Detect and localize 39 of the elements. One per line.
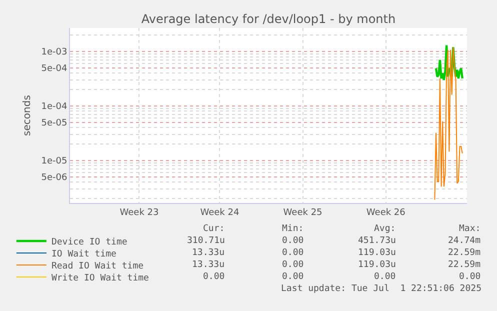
text: Cur: [203,224,225,234]
text: 0.00 [374,272,396,282]
y-tick-label: 5e-06 [41,172,68,183]
legend-label: Write IO Wait time [51,274,149,284]
y-tick-label: 5e-05 [41,118,68,128]
text: 24.74m [448,236,481,246]
text: 451.73u [358,236,396,246]
text: Min: [282,224,304,234]
y-tick-label: 5e-04 [41,64,68,74]
legend-label: Read IO Wait time [51,262,144,272]
text: Max: [459,224,481,234]
text: 0.00 [282,248,304,258]
text: 0.00 [282,236,304,246]
line-series [434,46,463,200]
text: 22.59m [448,248,481,258]
text: 0.00 [282,260,304,270]
line-series [434,44,464,82]
x-tick-label: Week 25 [283,208,322,218]
text: 119.03u [358,260,396,270]
text: 0.00 [203,272,225,282]
text: 119.03u [358,248,396,258]
chart-title: Average latency for /dev/loop1 - by month [141,12,396,26]
text: 0.00 [282,272,304,282]
text: Last update: Tue Jul 1 22:51:06 2025 [281,284,482,294]
y-tick-label: 1e-04 [41,102,68,112]
text: Avg: [374,224,396,234]
y-axis-title: seconds [22,95,34,136]
text: 310.71u [187,236,225,246]
x-tick-label: Week 24 [200,208,240,218]
legend-label: Device IO time [51,238,128,248]
x-tick-label: Week 26 [366,208,406,218]
text: 0.00 [459,272,481,282]
legend-label: IO Wait time [51,250,116,260]
x-tick-label: Week 23 [120,208,159,218]
y-tick-label: 1e-03 [41,48,68,58]
text: 13.33u [192,248,225,258]
text: 13.33u [192,260,225,270]
y-tick-label: 1e-05 [41,156,68,167]
text: 22.59m [448,260,481,270]
